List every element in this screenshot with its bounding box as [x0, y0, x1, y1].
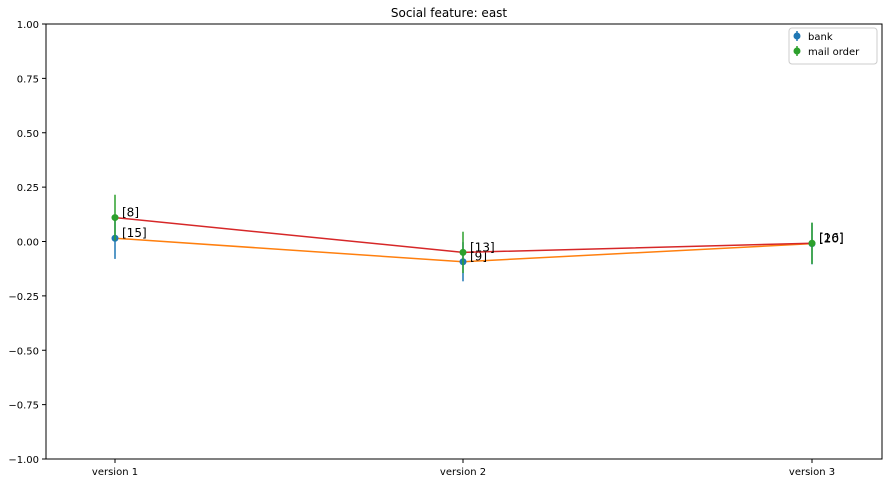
series-mail-order: [8] [13] [16]: [111, 194, 844, 274]
data-label: [9]: [470, 250, 487, 264]
legend-box: [788, 27, 878, 65]
y-tick-label: 0.50: [17, 129, 39, 140]
y-tick-label: 1.00: [17, 20, 39, 31]
legend-label: bank: [808, 32, 833, 43]
data-label: [20]: [819, 232, 844, 246]
legend-marker: [793, 32, 801, 40]
legend-label: mail order: [808, 47, 860, 58]
y-tick-label: −0.75: [8, 401, 39, 412]
data-point: [459, 248, 467, 256]
data-label: [13]: [470, 240, 495, 254]
x-tick-label: version 3: [789, 467, 835, 478]
y-tick-label: 0.00: [17, 238, 39, 249]
y-tick-label: 0.25: [17, 183, 39, 194]
legend-marker: [793, 47, 801, 55]
y-tick-label: −0.50: [8, 346, 39, 357]
x-tick-label: version 1: [92, 467, 138, 478]
series-layer: [15] [9] [20] [8] [13] [16]: [111, 194, 844, 282]
data-label: [15]: [122, 226, 147, 240]
legend: bank mail order: [788, 27, 878, 65]
data-label: [8]: [122, 206, 139, 220]
x-axis: version 1 version 2 version 3: [92, 459, 835, 478]
data-point: [111, 214, 119, 222]
plot-area: [45, 23, 883, 460]
data-point: [808, 239, 816, 247]
chart-title: Social feature: east: [391, 6, 508, 20]
y-tick-label: −0.25: [8, 292, 39, 303]
data-label: [16]: [819, 231, 844, 245]
y-axis: −1.00 −0.75 −0.50 −0.25 0.00 0.25 0.50 0.75 1.00: [8, 20, 46, 466]
y-tick-label: −1.00: [8, 455, 39, 466]
y-tick-label: 0.75: [17, 74, 39, 85]
x-tick-label: version 2: [440, 467, 486, 478]
